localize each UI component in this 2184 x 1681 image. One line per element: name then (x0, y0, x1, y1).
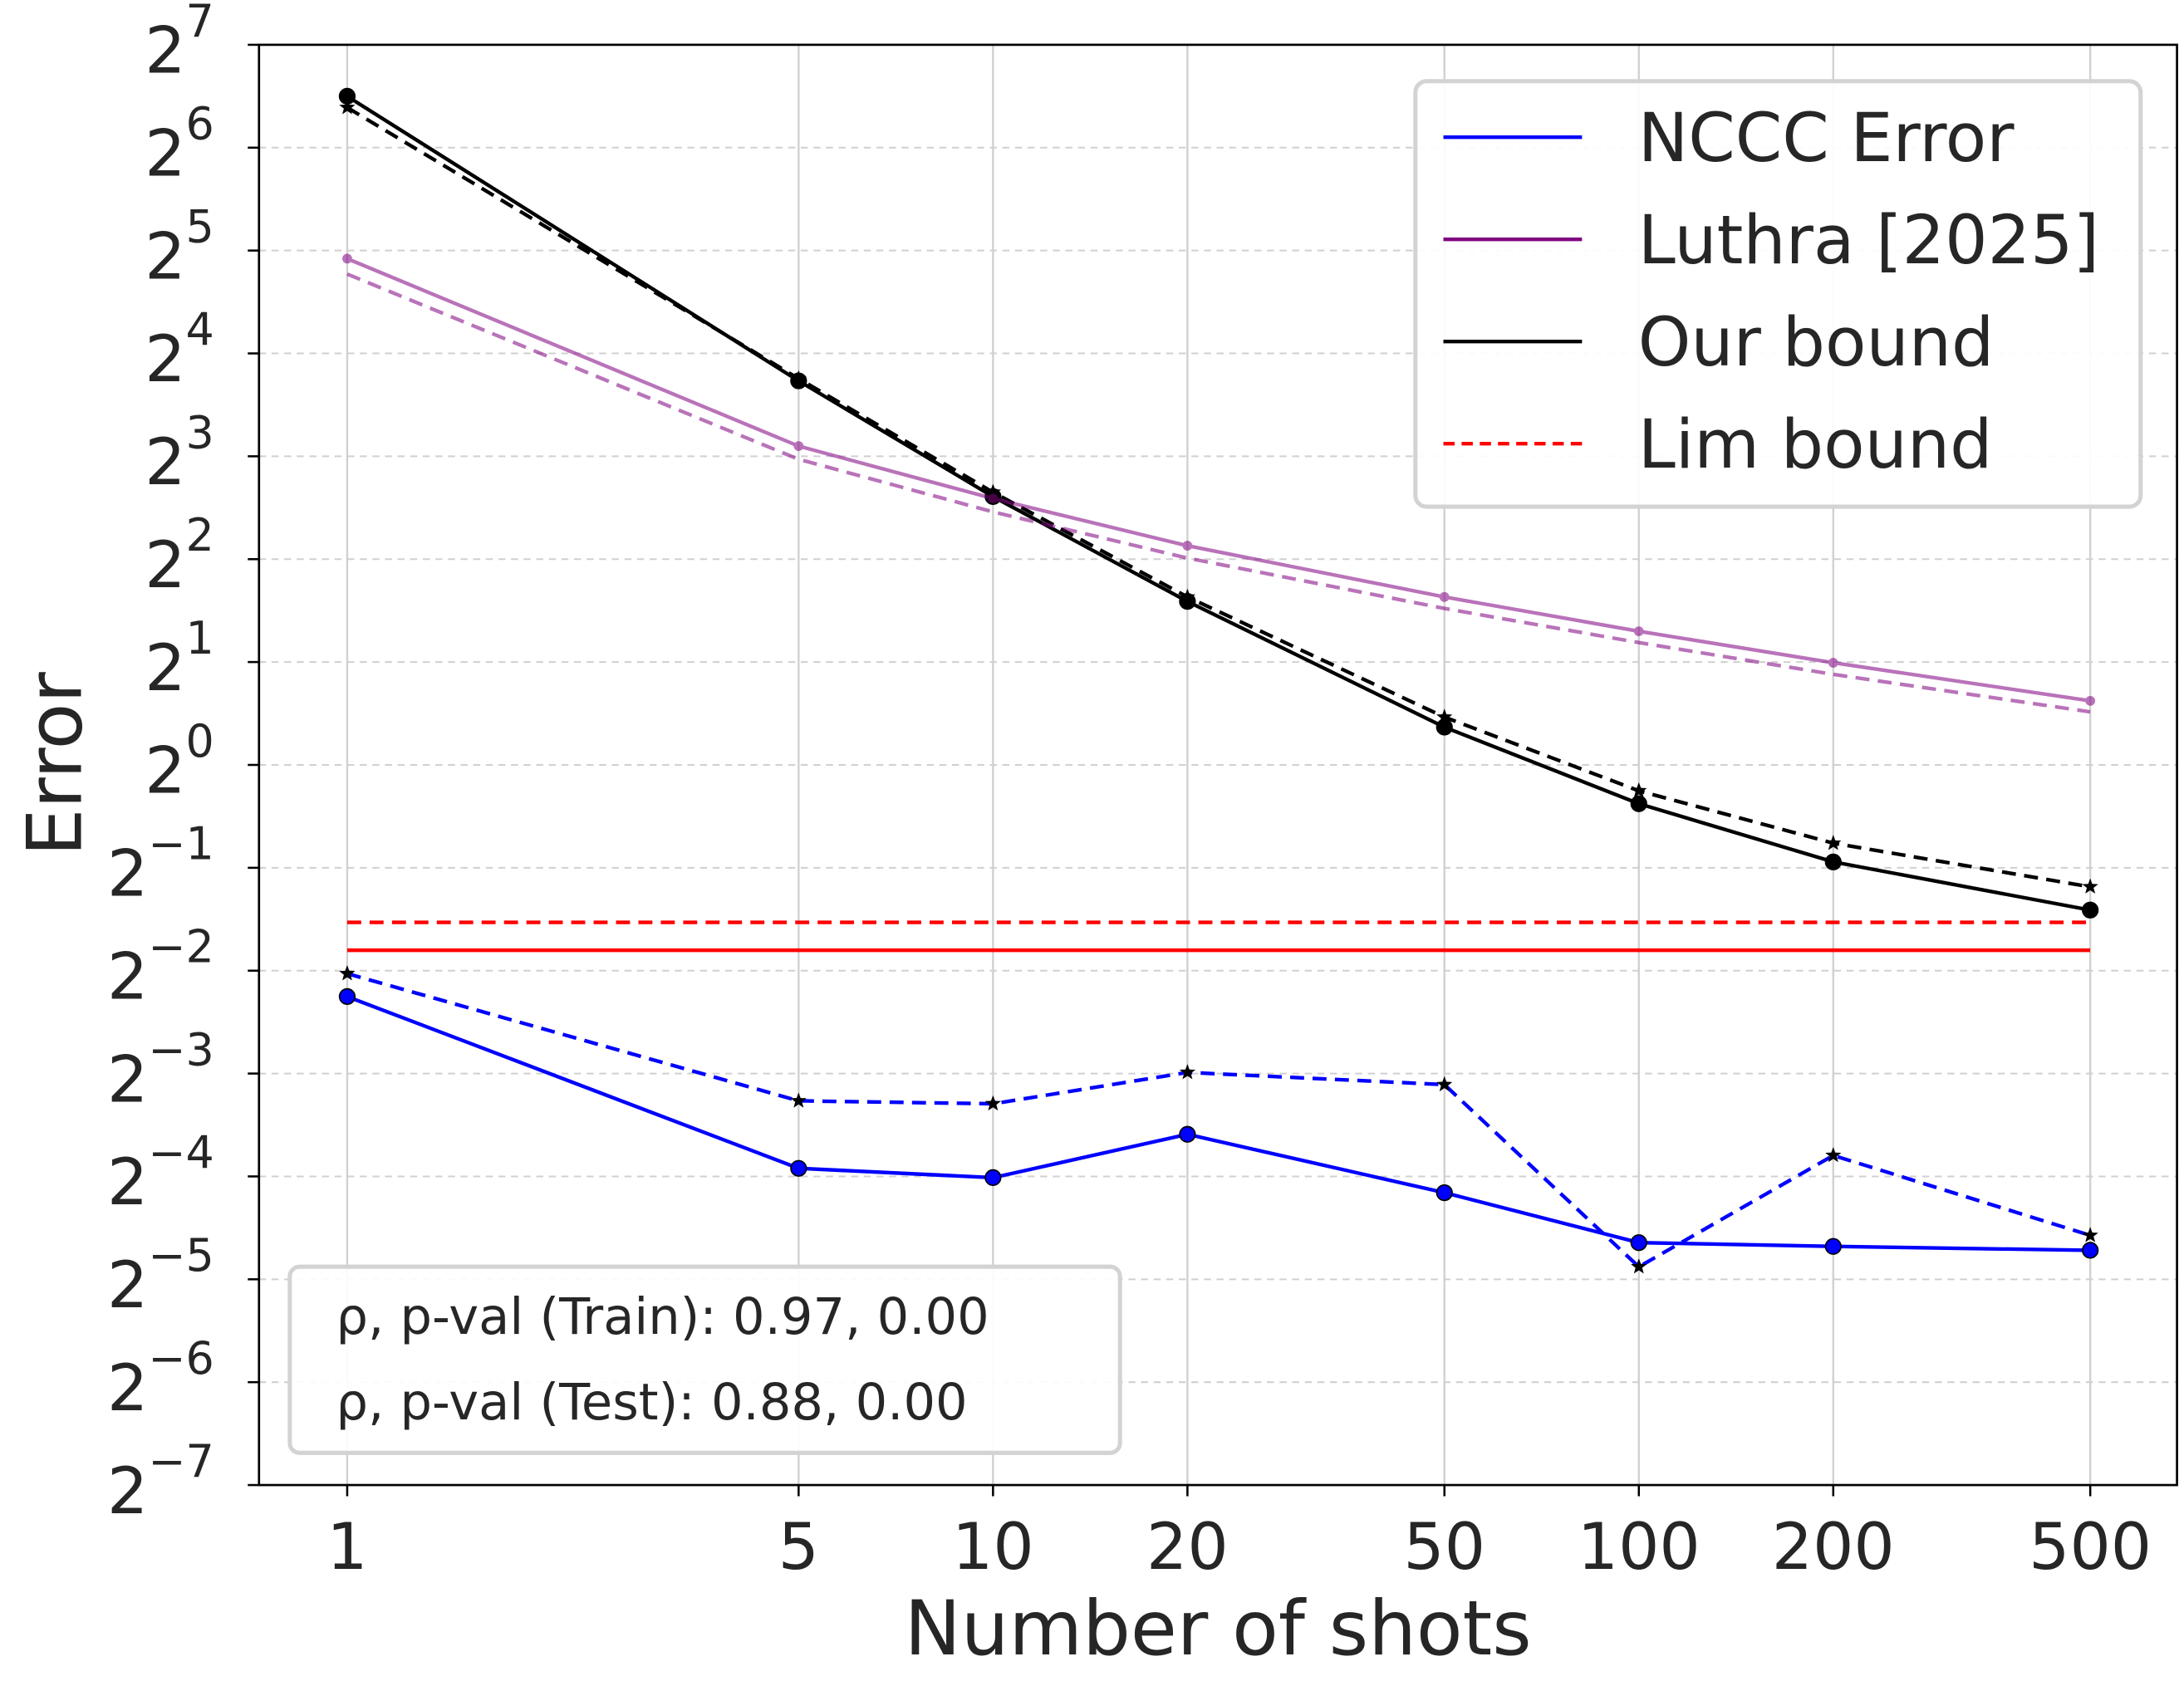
x-tick-label: 50 (1403, 1510, 1485, 1585)
data-point (1179, 588, 1196, 605)
data-point (2082, 1242, 2099, 1259)
series-line (346, 994, 2091, 1252)
legend-box (1413, 79, 2143, 509)
y-axis-label: Error (12, 672, 100, 856)
data-point (2082, 1227, 2098, 1242)
legend-label: Lim bound (1638, 406, 1993, 484)
x-tick-label: 500 (2029, 1510, 2152, 1585)
data-point (1630, 795, 1647, 812)
series-layer (338, 87, 2099, 1274)
data-point (1182, 541, 1193, 551)
x-tick-labels: 1 5 10 20 50 100 200 500 (326, 1510, 2152, 1585)
y-tick-label: 2−6 (107, 1332, 214, 1426)
plot-frame (258, 43, 2178, 1487)
series-line (346, 972, 2091, 1270)
data-point (1436, 1184, 1453, 1202)
legend: NCCC Error Luthra [2025] Our bound Lim boun… (1413, 79, 2143, 509)
data-point (1824, 1237, 1842, 1255)
x-tick-label: 1 (326, 1510, 367, 1585)
data-point (339, 965, 356, 981)
data-point (1436, 708, 1453, 724)
series-line (346, 105, 2091, 889)
data-point (1439, 591, 1450, 602)
x-tick-label: 10 (952, 1510, 1034, 1585)
y-tick-label: 2−7 (107, 1435, 214, 1529)
data-point (984, 1169, 1002, 1187)
data-point (790, 1092, 807, 1108)
data-point (988, 493, 999, 504)
x-tick-label: 20 (1146, 1510, 1229, 1585)
data-point (790, 370, 807, 386)
data-point (793, 441, 804, 451)
y-tick-label: 27 (145, 0, 214, 89)
annotation-train: ρ, p-val (Train): 0.97, 0.00 (336, 1288, 989, 1346)
series-1 (339, 99, 2098, 894)
series-line (346, 272, 2091, 714)
data-point (984, 1095, 1001, 1111)
legend-label: NCCC Error (1638, 100, 2015, 178)
series-3 (346, 272, 2091, 714)
y-tick-label: 2−2 (107, 921, 214, 1015)
data-point (1825, 835, 1842, 850)
data-point (1179, 1125, 1196, 1143)
legend-label: Our bound (1638, 304, 1995, 382)
series-6 (338, 988, 2099, 1259)
y-tick-label: 21 (145, 612, 214, 706)
data-point (1825, 1147, 1842, 1163)
series-line (346, 95, 2091, 912)
x-tick-label: 100 (1578, 1510, 1701, 1585)
data-point (2082, 878, 2098, 894)
x-tick-label: 5 (778, 1510, 819, 1585)
annotation-test: ρ, p-val (Test): 0.88, 0.00 (336, 1374, 967, 1432)
x-tick-label: 200 (1772, 1510, 1895, 1585)
annotation-box (287, 1264, 1122, 1455)
y-tick-label: 24 (145, 303, 214, 397)
data-point (1436, 718, 1453, 736)
data-point (790, 1159, 807, 1177)
data-point (342, 253, 352, 264)
x-axis-label: Number of shots (905, 1585, 1532, 1673)
data-point (1828, 658, 1838, 668)
y-tick-label: 26 (145, 98, 214, 192)
data-point (1436, 1076, 1453, 1092)
series-line (346, 257, 2091, 703)
correlation-annotation: ρ, p-val (Train): 0.97, 0.00 ρ, p-val (T… (287, 1264, 1122, 1455)
data-point (2085, 695, 2096, 706)
data-point (984, 483, 1001, 499)
data-point (1824, 853, 1842, 870)
data-point (2082, 901, 2099, 919)
series-7 (339, 965, 2098, 1274)
y-tick-label: 2−5 (107, 1229, 214, 1323)
y-tick-label: 23 (145, 406, 214, 500)
data-point (339, 99, 356, 115)
series-2 (342, 253, 2096, 706)
y-tick-label: 2−4 (107, 1126, 214, 1220)
y-tick-label: 2−1 (107, 818, 214, 912)
data-point (1633, 626, 1644, 637)
data-point (1179, 1064, 1196, 1080)
data-point (1631, 782, 1647, 798)
data-point (338, 988, 356, 1005)
y-tick-label: 25 (145, 201, 214, 295)
y-tick-label: 20 (145, 715, 214, 809)
y-tick-label: 2−3 (107, 1023, 214, 1117)
data-point (1630, 1234, 1647, 1252)
legend-label: Luthra [2025] (1638, 202, 2099, 280)
data-point (1631, 1258, 1647, 1274)
y-tick-label: 22 (145, 509, 214, 603)
